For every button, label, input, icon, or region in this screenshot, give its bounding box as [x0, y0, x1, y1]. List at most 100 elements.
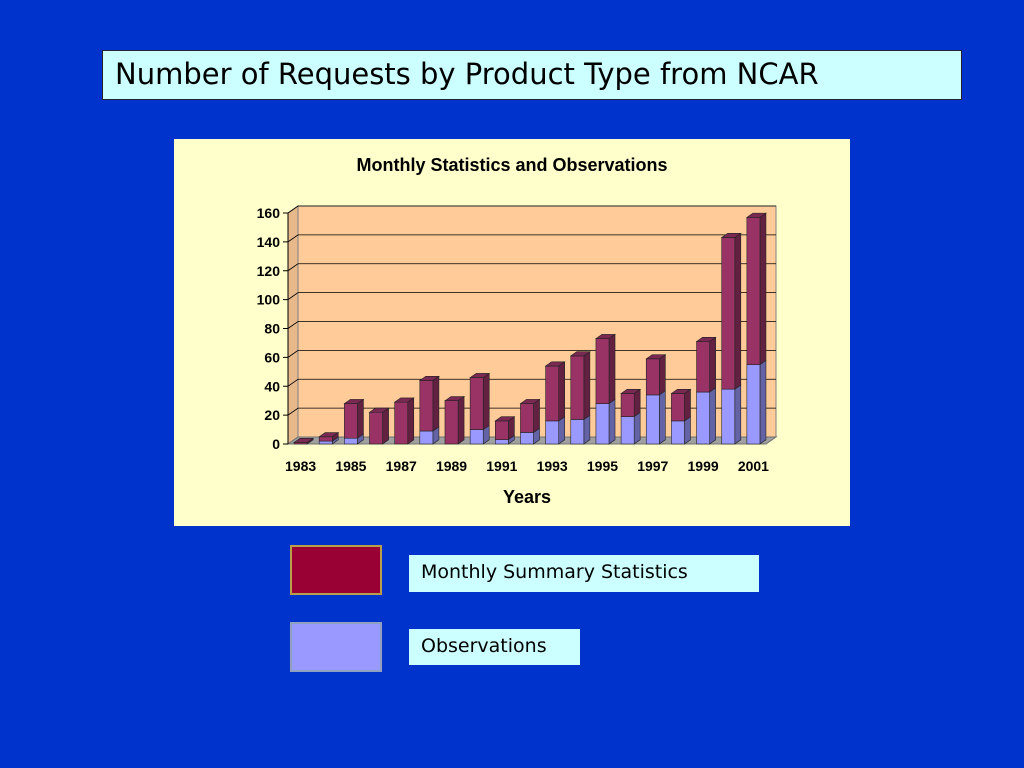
bar-summary-side [759, 212, 767, 366]
bar-observations [696, 391, 710, 445]
bar-top [368, 407, 390, 413]
bar-top [393, 397, 415, 403]
x-axis-label: Years [503, 487, 551, 507]
x-tick-label: 1987 [386, 458, 417, 474]
bar-top [469, 373, 491, 378]
x-tick-label: 1999 [688, 458, 719, 474]
bar-observations-side [583, 414, 591, 445]
bar-observations-side [659, 390, 666, 445]
gridline [287, 234, 776, 243]
bar-observations [469, 429, 484, 445]
bar-top [494, 416, 516, 422]
y-tick-label: 40 [264, 378, 280, 394]
x-tick-label: 1993 [537, 458, 568, 474]
bar-summary [545, 365, 559, 422]
bar-observations [344, 437, 358, 445]
gridline [287, 407, 776, 416]
x-tick-label: 1995 [587, 458, 618, 474]
bar-summary [419, 380, 434, 432]
bar-summary [645, 358, 660, 396]
bar-observations [721, 388, 736, 445]
bar-observations [595, 403, 610, 445]
bar-summary-side [734, 232, 742, 390]
bar-summary [344, 403, 358, 439]
bar-summary-side [558, 361, 565, 422]
bar-summary-side [533, 398, 540, 434]
x-tick-label: 1985 [335, 458, 366, 474]
bar-observations [545, 420, 559, 445]
bar-top [293, 438, 315, 443]
bar-observations [645, 394, 660, 445]
gridline [287, 205, 776, 214]
bar-observations [520, 432, 534, 445]
x-tick-label: 1989 [436, 458, 467, 474]
bar-observations-side [558, 416, 565, 445]
bar-top [444, 396, 466, 401]
bar-summary [671, 393, 685, 422]
bar-summary-side [382, 407, 389, 445]
bar-top [695, 336, 717, 342]
legend-label-observations: Observations [409, 629, 580, 665]
x-tick-label: 1991 [486, 458, 517, 474]
bar-summary [318, 436, 333, 442]
bar-top [318, 432, 340, 438]
bar-observations [620, 416, 635, 445]
bar-top [418, 375, 440, 381]
y-tick-label: 80 [264, 321, 280, 337]
bar-summary-side [457, 395, 465, 445]
slide-title: Number of Requests by Product Type from … [115, 57, 819, 91]
bar-summary-side [407, 397, 415, 445]
bar-summary [394, 401, 409, 445]
bar-summary-side [659, 354, 666, 396]
y-tick-label: 60 [264, 349, 280, 365]
legend-label-summary: Monthly Summary Statistics [409, 555, 759, 592]
bar-observations [318, 440, 333, 445]
bar-summary [721, 237, 736, 390]
bar-observations [419, 430, 434, 445]
bar-summary [620, 393, 635, 417]
y-tick-label: 140 [257, 234, 281, 250]
bar-summary [595, 338, 610, 404]
bar-top [594, 334, 616, 339]
bar-summary [696, 341, 710, 393]
chart-panel: Monthly Statistics and Observations Year… [174, 139, 850, 526]
bar-observations-side [734, 384, 742, 445]
bar-summary [469, 377, 484, 430]
bar-observations [746, 364, 761, 445]
bar-summary [570, 355, 585, 420]
y-tick-label: 120 [257, 263, 281, 279]
bar-summary-side [432, 375, 440, 432]
bar-top [670, 388, 692, 394]
plot-area: 0 20 40 60 80 100 120 140 160 1983 1985 1987 1989 199… [257, 205, 778, 474]
stacked-bar-chart: Monthly Statistics and Observations Year… [257, 155, 778, 507]
bar-observations [671, 420, 685, 445]
legend-swatch-summary [290, 545, 382, 595]
gridline [287, 321, 776, 329]
bar-observations-side [633, 411, 641, 445]
legend-swatch-observations [290, 622, 382, 672]
bar-top [745, 212, 767, 218]
bar-observations [570, 419, 585, 445]
gridline [287, 263, 776, 272]
bar-summary-side [709, 336, 716, 393]
bar-observations [495, 439, 509, 445]
bar-summary-side [583, 351, 591, 421]
y-tick-label: 20 [264, 407, 280, 423]
bar-summary [444, 400, 459, 445]
bar-summary [746, 217, 761, 365]
gridline [287, 349, 776, 358]
bar-summary [520, 403, 534, 433]
bar-summary-side [482, 372, 490, 431]
bar-observations-side [608, 398, 616, 445]
bar-summary-side [684, 388, 691, 422]
bar-summary-side [608, 333, 616, 405]
bar-top [519, 399, 541, 404]
x-tick-label: 1983 [285, 458, 316, 474]
gridline [287, 292, 776, 300]
bar-top [645, 354, 667, 360]
bar-top [620, 388, 642, 394]
bar-top [720, 233, 742, 238]
x-tick-label: 2001 [738, 458, 769, 474]
bar-observations-side [759, 359, 767, 445]
y-tick-label: 0 [272, 436, 280, 452]
